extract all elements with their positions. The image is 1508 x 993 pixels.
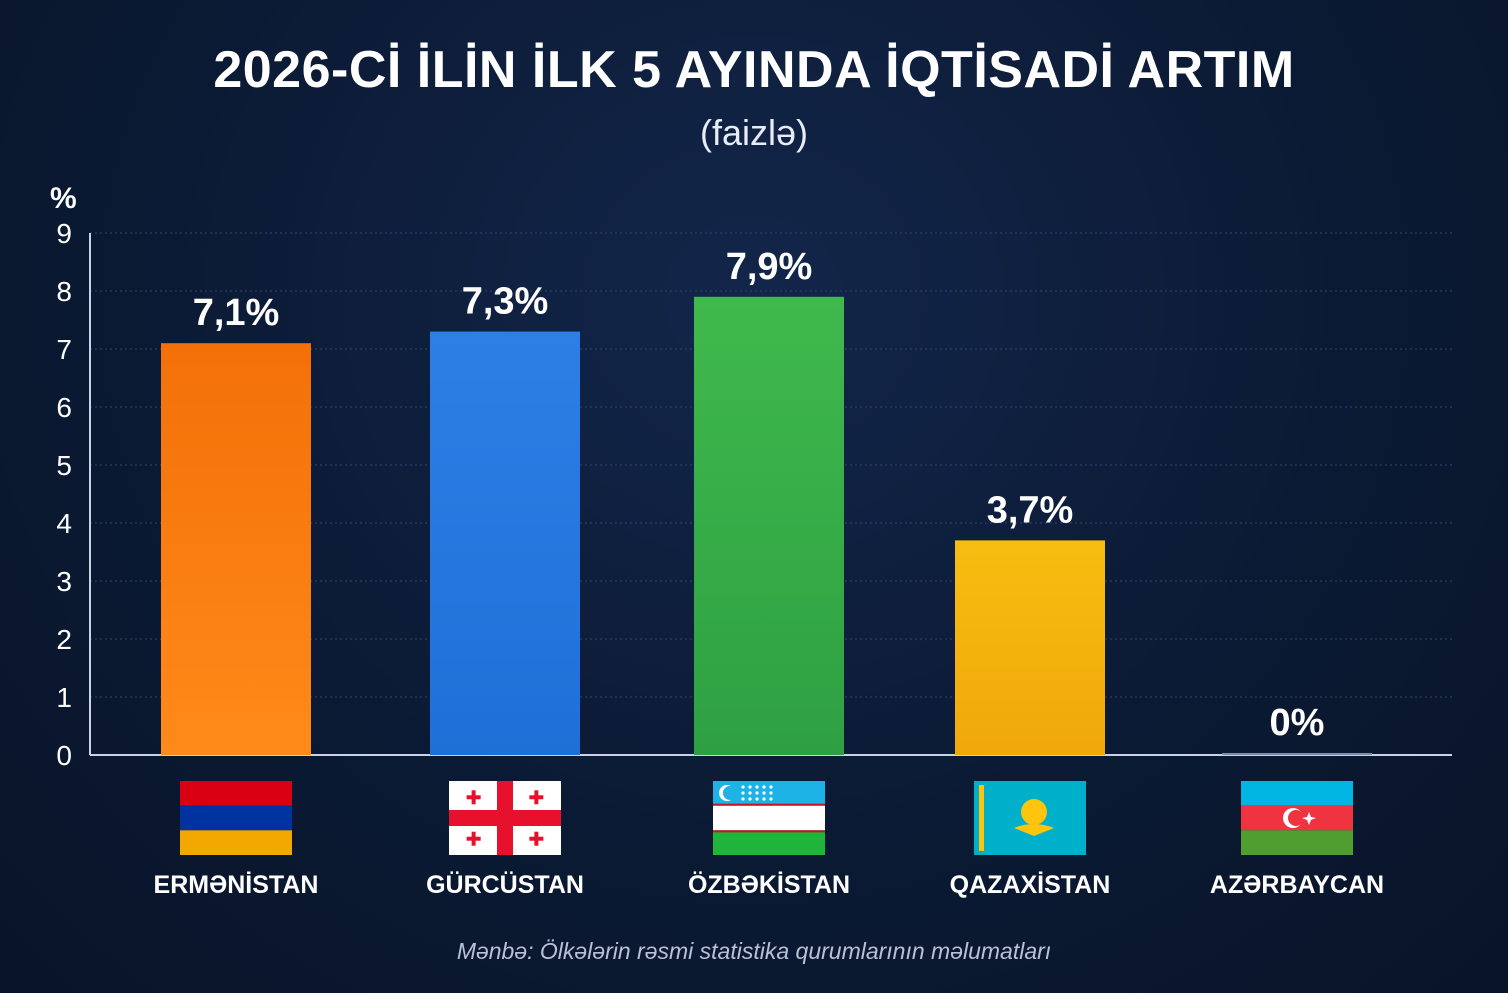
- y-tick-label: 6: [56, 392, 72, 423]
- chart-subtitle: (faizlə): [699, 112, 809, 153]
- x-tick-label: QAZAXİSTAN: [950, 871, 1111, 899]
- azerbaijan-flag-icon: [1241, 781, 1353, 855]
- y-tick-label: 0: [56, 740, 72, 771]
- data-label: 7,3%: [462, 281, 549, 323]
- armenia-flag-icon: [180, 781, 292, 855]
- y-tick-label: 1: [56, 682, 72, 713]
- chart-title: 2026-Cİ İLİN İLK 5 AYINDA İQTİSADİ ARTIM: [213, 41, 1295, 99]
- bar: [430, 331, 580, 755]
- x-tick-label: GÜRCÜSTAN: [426, 870, 584, 899]
- data-label: 3,7%: [987, 489, 1074, 531]
- y-tick-label: 8: [56, 276, 72, 307]
- source-note: Mənbə: Ölkələrin rəsmi statistika quruml…: [456, 938, 1052, 964]
- y-tick-label: 5: [56, 450, 72, 481]
- y-tick-label: 7: [56, 334, 72, 365]
- bar: [955, 540, 1105, 755]
- y-tick-label: 4: [56, 508, 72, 539]
- y-tick-label: 3: [56, 566, 72, 597]
- data-label: 7,1%: [193, 292, 280, 334]
- bar: [1222, 753, 1372, 755]
- y-tick-label: 2: [56, 624, 72, 655]
- kazakhstan-flag-icon: [974, 781, 1086, 855]
- y-axis-label: %: [50, 182, 77, 215]
- y-tick-label: 9: [56, 218, 72, 249]
- x-tick-label: AZƏRBAYCAN: [1210, 871, 1384, 899]
- x-tick-label: ERMƏNİSTAN: [154, 871, 319, 899]
- data-label: 0%: [1270, 702, 1325, 744]
- uzbekistan-flag-icon: [713, 781, 825, 855]
- x-tick-label: ÖZBƏKİSTAN: [688, 870, 850, 899]
- bar: [161, 343, 311, 755]
- georgia-flag-icon: [449, 781, 561, 855]
- data-label: 7,9%: [726, 246, 813, 288]
- bar: [694, 296, 844, 755]
